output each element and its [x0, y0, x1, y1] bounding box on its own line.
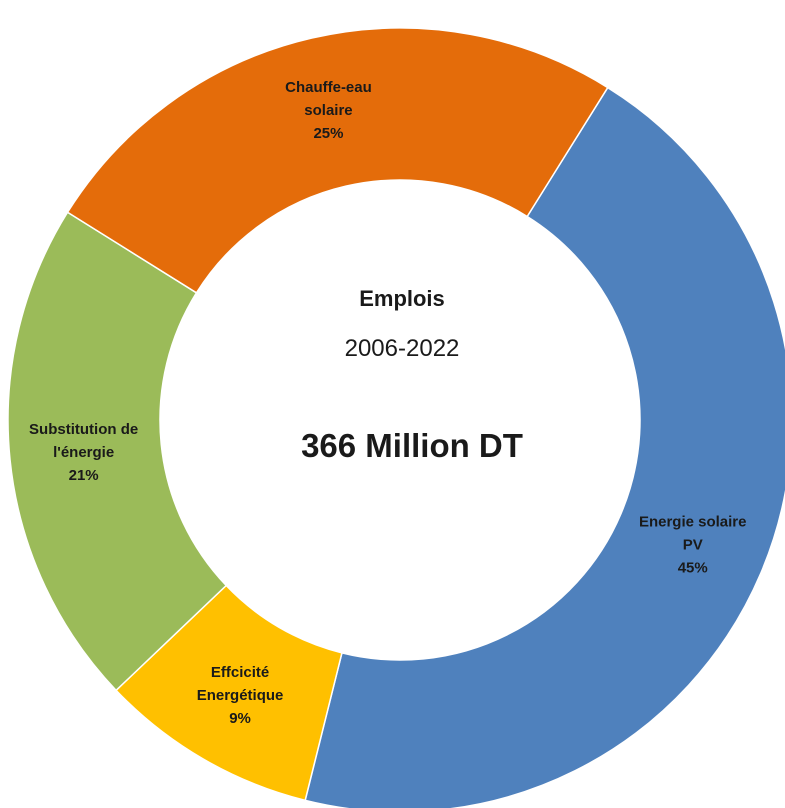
donut-slices [7, 27, 785, 808]
slice-category-line: PV [683, 536, 703, 553]
slice-category-line: l'énergie [53, 444, 114, 461]
slice-label-chauffe-eau-solaire: Chauffe-eau solaire 25% [285, 79, 372, 142]
slice-category-line: Substitution de [29, 421, 138, 438]
slice-category-line: Effcicité [211, 664, 269, 681]
donut-center: Emplois 2006-2022 366 Million DT [301, 286, 523, 464]
slice-percent: 25% [313, 125, 343, 142]
slice-label-energie-solaire-pv: Energie solaire PV 45% [639, 513, 747, 576]
slice-substitution-de-l-energie [7, 211, 228, 692]
slice-category-line: solaire [304, 102, 352, 119]
slice-category-line: Energétique [197, 687, 284, 704]
center-title: Emplois [359, 286, 445, 311]
slice-label-substitution-de-l-energie: Substitution de l'énergie 21% [29, 421, 138, 484]
center-total: 366 Million DT [301, 427, 523, 464]
slice-percent: 45% [678, 559, 708, 576]
slice-label-effcicite-energetique: Effcicité Energétique 9% [197, 664, 284, 727]
center-years: 2006-2022 [345, 335, 460, 362]
slice-percent: 21% [69, 467, 99, 484]
slice-category-line: Chauffe-eau [285, 79, 372, 96]
slice-chauffe-eau-solaire [66, 27, 609, 294]
slice-percent: 9% [229, 710, 251, 727]
slice-labels: Energie solaire PV 45% Effcicité Energétique… [29, 79, 746, 727]
slice-energie-solaire-pv [304, 86, 785, 808]
slice-category-line: Energie solaire [639, 513, 747, 530]
